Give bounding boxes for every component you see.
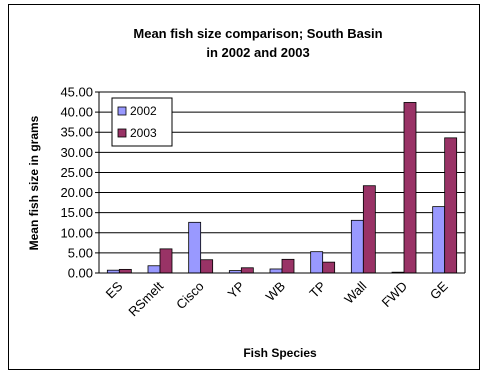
bar-2003-FWD: [403, 102, 417, 274]
y-tick-label: 35.00: [60, 125, 93, 140]
chart-title-line2: in 2002 and 2003: [206, 45, 309, 60]
y-tick-label: 20.00: [60, 185, 93, 200]
x-tick-label: FWD: [379, 279, 411, 311]
bar-2002-Cisco: [188, 221, 202, 274]
x-tick-label: TP: [306, 279, 328, 301]
bar-2003-ES: [118, 268, 132, 274]
bar-2002-WB: [269, 268, 283, 274]
legend-swatch-2003: [117, 128, 127, 138]
bar-2002-Wall: [350, 219, 364, 274]
bar-2002-GE: [432, 206, 446, 274]
bar-2002-RSmelt: [147, 265, 161, 274]
y-tick-label: 15.00: [60, 205, 93, 220]
y-tick-label: 30.00: [60, 145, 93, 160]
y-axis-title: Mean fish size in grams: [27, 115, 41, 250]
bar-2003-YP: [240, 267, 254, 274]
bar-2003-TP: [322, 261, 336, 274]
legend-box: [111, 97, 173, 147]
y-tick-label: 40.00: [60, 105, 93, 120]
y-tick-label: 45.00: [60, 85, 93, 100]
y-tick-label: 5.00: [68, 245, 93, 260]
x-tick-label: GE: [427, 278, 451, 302]
bar-2003-Wall: [362, 185, 376, 274]
bar-2002-TP: [310, 251, 324, 274]
x-axis-title: Fish Species: [243, 346, 317, 360]
x-tick-label: YP: [225, 279, 248, 302]
y-tick-label: 10.00: [60, 225, 93, 240]
bar-2003-Cisco: [200, 259, 214, 274]
legend: 2002 2003: [111, 97, 173, 147]
legend-swatch-2002: [117, 106, 127, 116]
x-tick-label: Cisco: [173, 279, 207, 313]
x-tick-label: Wall: [341, 278, 369, 306]
y-tick-label: 25.00: [60, 165, 93, 180]
x-tick-label: ES: [103, 278, 126, 301]
y-tick-label: 0.00: [68, 266, 93, 281]
legend-label-2002: 2002: [130, 104, 157, 118]
x-tick-label: WB: [263, 279, 288, 304]
legend-label-2003: 2003: [130, 126, 157, 140]
bar-2003-WB: [281, 258, 295, 274]
bar-2003-GE: [444, 137, 458, 274]
chart-frame: [8, 4, 480, 370]
bar-2003-RSmelt: [159, 248, 173, 274]
chart-title-line1: Mean fish size comparison; South Basin: [133, 26, 382, 41]
x-tick-label: RSmelt: [125, 278, 166, 319]
